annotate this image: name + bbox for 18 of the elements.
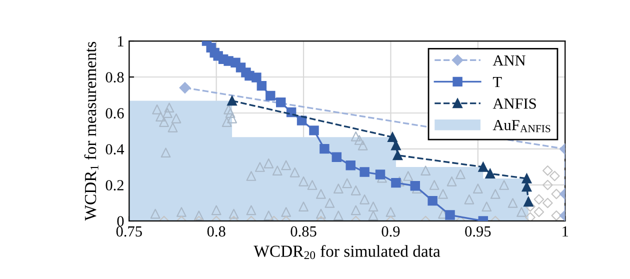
y-tick-label: 0.4 <box>106 144 124 155</box>
y-tick-label: 0.6 <box>106 108 124 119</box>
y-axis-title: WCDR$_{1}$ for measurements <box>84 42 98 221</box>
x-tick-label: 0.8 <box>207 226 226 237</box>
y-tick-label: 0.2 <box>106 180 124 190</box>
legend-label: ANFIS <box>492 98 536 109</box>
legend-label: ANN <box>492 55 526 66</box>
y-tick-label: 0 <box>117 216 124 226</box>
x-tick-label: 1 <box>562 226 568 236</box>
legend-label: T <box>492 77 502 88</box>
x-tick-label: 0.85 <box>290 226 316 237</box>
y-tick-label: 0.8 <box>106 72 124 83</box>
y-tick-label: 1 <box>118 36 124 46</box>
x-tick-label: 0.75 <box>116 226 142 237</box>
x-tick-label: 0.95 <box>465 226 491 237</box>
legend-label: AuF$_{ANFIS}$ <box>492 120 550 132</box>
x-tick-label: 0.9 <box>382 226 400 237</box>
x-axis-title: WCDR$_{20}$ for simulated data <box>254 244 440 260</box>
